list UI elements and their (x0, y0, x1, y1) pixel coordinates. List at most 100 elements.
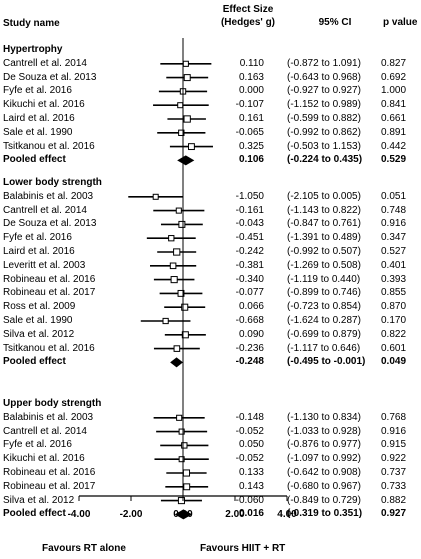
effect-marker (173, 345, 181, 352)
effect-size-value: -0.052 (235, 453, 264, 465)
p-value: 0.822 (381, 328, 407, 340)
pooled-ci: (-0.224 to 0.435) (287, 154, 363, 166)
effect-marker (170, 276, 178, 284)
effect-marker (181, 442, 188, 449)
ci-value: (-0.992 to 0.862) (287, 126, 361, 138)
effect-marker (178, 220, 186, 228)
p-value: 0.882 (381, 494, 407, 506)
p-value: 0.916 (381, 425, 407, 437)
ci-value: (-0.642 to 0.908) (287, 467, 361, 478)
effect-size-value: 0.143 (238, 480, 264, 492)
study-name: Leveritt et al. 2003 (3, 259, 86, 271)
ci-value: (-1.269 to 0.508) (287, 259, 361, 271)
effect-marker (188, 143, 195, 151)
effect-marker (169, 262, 177, 270)
effect-size-value: -0.052 (235, 425, 264, 437)
effect-size-value: 0.161 (238, 113, 264, 124)
study-name: Silva et al. 2012 (3, 494, 75, 506)
pooled-diamond (170, 357, 183, 368)
effect-marker (183, 74, 191, 82)
effect-marker (177, 289, 185, 297)
effect-size-value: 0.000 (238, 85, 264, 97)
ci-value: (-0.876 to 0.977) (287, 439, 361, 451)
study-name: Robineau et al. 2016 (3, 467, 96, 478)
study-name: Laird et al. 2016 (3, 246, 75, 257)
effect-size-value: -0.236 (235, 342, 264, 354)
p-value: 0.692 (381, 71, 407, 83)
ci-value: (-0.599 to 0.882) (287, 113, 361, 124)
pooled-effect-size: 0.016 (238, 508, 264, 520)
effect-marker (183, 115, 191, 123)
x-tick-label: 4.00 (277, 509, 297, 520)
favours-left-label: Favours RT alone (42, 543, 126, 554)
effect-marker (176, 414, 183, 421)
p-value: 0.748 (381, 204, 407, 216)
ci-value: (-1.143 to 0.822) (287, 204, 361, 216)
effect-size-value: -0.340 (235, 273, 264, 285)
effect-size-value: -0.077 (235, 287, 264, 299)
x-tick-label: -2.00 (119, 509, 143, 520)
p-value: 0.737 (381, 467, 407, 478)
p-value-header: p value (383, 17, 418, 28)
p-value: 0.891 (381, 126, 407, 138)
effect-size-value: -0.043 (235, 218, 264, 230)
effect-size-value: 0.066 (238, 301, 264, 313)
effect-size-value: -0.381 (235, 259, 264, 271)
pooled-ci: (-0.495 to -0.001) (287, 356, 366, 368)
effect-size-value: 0.163 (238, 71, 264, 83)
effect-size-value: 0.133 (238, 467, 264, 478)
p-value: 0.527 (381, 246, 407, 257)
study-name: Fyfe et al. 2016 (3, 85, 72, 97)
ci-value: (-1.130 to 0.834) (287, 411, 361, 423)
ci-value: (-1.624 to 0.287) (287, 315, 361, 326)
p-value: 1.000 (381, 85, 407, 97)
ci-value: (-0.992 to 0.507) (287, 246, 361, 257)
study-name: Sale et al. 1990 (3, 126, 73, 138)
p-value: 0.733 (381, 480, 407, 492)
ci-value: (-0.503 to 1.153) (287, 140, 361, 152)
effect-size-value: -0.060 (235, 494, 264, 506)
ci-value: (-0.680 to 0.967) (287, 480, 361, 492)
p-value: 0.922 (381, 453, 407, 465)
pooled-label: Pooled effect (3, 356, 66, 368)
study-name: Ross et al. 2009 (3, 301, 76, 313)
p-value: 0.170 (381, 315, 407, 326)
ci-value: (-1.117 to 0.646) (287, 342, 361, 354)
effect-marker (173, 248, 181, 256)
group-title: Lower body strength (3, 177, 102, 188)
effect-marker (162, 317, 169, 325)
study-name: Kikuchi et al. 2016 (3, 99, 85, 111)
p-value: 0.870 (381, 301, 407, 313)
effect-marker (181, 331, 189, 339)
pooled-p-value: 0.529 (381, 154, 407, 166)
ci-value: (-1.152 to 0.989) (287, 99, 361, 111)
p-value: 0.401 (381, 259, 407, 271)
ci-value: (-0.899 to 0.746) (287, 287, 361, 299)
study-name: Balabinis et al. 2003 (3, 411, 94, 423)
favours-right-label: Favours HIIT + RT (200, 543, 286, 554)
effect-size-value: -0.668 (235, 315, 264, 326)
effect-size-value: -1.050 (235, 190, 264, 202)
ci-value: (-0.847 to 0.761) (287, 218, 361, 230)
ci-value: (-0.927 to 0.927) (287, 85, 361, 97)
study-name: Cantrell et al. 2014 (3, 204, 87, 216)
study-name: Silva et al. 2012 (3, 328, 75, 340)
effect-marker (178, 129, 185, 136)
p-value: 0.442 (381, 140, 407, 152)
ci-value: (-2.105 to 0.005) (287, 190, 361, 202)
effect-marker (183, 483, 191, 491)
effect-size-value: -0.107 (235, 99, 264, 111)
effect-metric-header: (Hedges' g) (220, 17, 276, 28)
ci-header: 95% CI (318, 17, 352, 28)
effect-size-value: 0.090 (238, 328, 264, 340)
effect-size-value: -0.242 (235, 246, 264, 257)
effect-marker (182, 469, 191, 477)
ci-value: (-0.699 to 0.879) (287, 328, 361, 340)
p-value: 0.393 (381, 273, 407, 285)
pooled-label: Pooled effect (3, 508, 66, 520)
pooled-label: Pooled effect (3, 154, 66, 166)
pooled-ci: (-0.319 to 0.351) (287, 508, 363, 520)
study-name: Fyfe et al. 2016 (3, 232, 72, 244)
ci-value: (-0.643 to 0.968) (287, 71, 361, 83)
p-value: 0.916 (381, 218, 407, 230)
